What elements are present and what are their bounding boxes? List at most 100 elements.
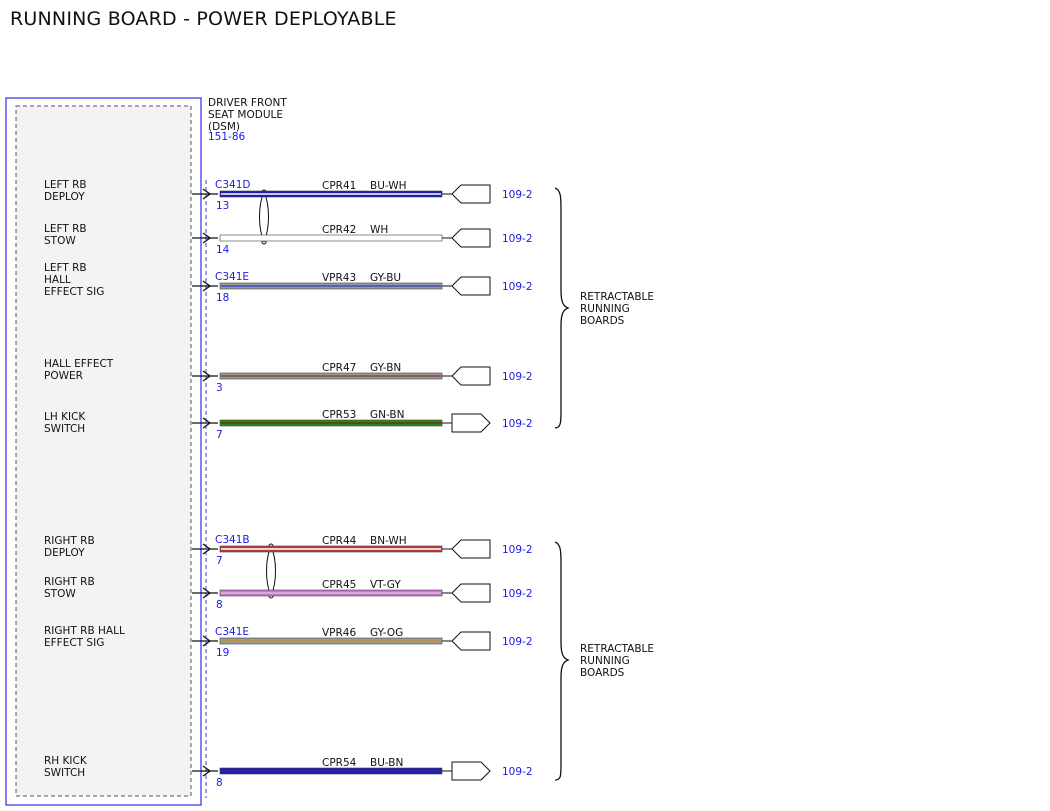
male-connector-icon <box>451 761 491 781</box>
pin-number: 8 <box>216 599 223 611</box>
wire-color-code: BU-BN <box>370 757 403 769</box>
circuit-function-label: DEPLOY <box>44 547 85 559</box>
group-label-line: RUNNING <box>580 655 630 667</box>
connector-label[interactable]: C341B <box>215 534 250 546</box>
wire-color-code: WH <box>370 224 388 236</box>
page-reference-link[interactable]: 109-2 <box>502 588 533 600</box>
pin-arrow-icon <box>202 543 212 555</box>
group-label-line: BOARDS <box>580 667 625 679</box>
female-connector-icon <box>451 539 491 559</box>
circuit-number: CPR42 <box>322 224 356 236</box>
module-name-line: DRIVER FRONT <box>208 97 287 109</box>
connector-label[interactable]: C341D <box>215 179 250 191</box>
female-connector-icon <box>451 366 491 386</box>
circuit-function-label: SWITCH <box>44 767 85 779</box>
pin-arrow-icon <box>202 280 212 292</box>
group-brace-left <box>554 187 570 429</box>
circuit-function-label: RIGHT RB HALL <box>44 625 125 637</box>
circuit-number: VPR43 <box>322 272 356 284</box>
circuit-number: CPR45 <box>322 579 356 591</box>
group-label: RETRACTABLE RUNNING BOARDS <box>580 291 657 327</box>
page-reference-link[interactable]: 109-2 <box>502 371 533 383</box>
female-connector-icon <box>451 184 491 204</box>
circuit-number: CPR53 <box>322 409 356 421</box>
module-inner-dashed-border <box>15 105 192 797</box>
circuit-function-label: EFFECT SIG <box>44 637 104 649</box>
pin-number: 19 <box>216 647 229 659</box>
group-label-line: RETRACTABLE <box>580 291 654 303</box>
pin-number: 3 <box>216 382 223 394</box>
circuit-number: CPR41 <box>322 180 356 192</box>
circuit-number: CPR47 <box>322 362 356 374</box>
circuit-function-label: RH KICK <box>44 755 88 767</box>
circuit-function-label: LEFT RB <box>44 223 87 235</box>
module-name-line: SEAT MODULE <box>208 109 283 121</box>
circuit-function-label: HALL <box>44 274 71 286</box>
circuit-function-label: DEPLOY <box>44 191 85 203</box>
pin-arrow-icon <box>202 232 212 244</box>
page-reference-link[interactable]: 109-2 <box>502 544 533 556</box>
circuit-function-label: LEFT RB <box>44 262 87 274</box>
female-connector-icon <box>451 583 491 603</box>
circuit-function-label: STOW <box>44 235 76 247</box>
circuit-function-label: POWER <box>44 370 83 382</box>
pin-number: 14 <box>216 244 230 256</box>
circuit-number: CPR54 <box>322 757 357 769</box>
pin-arrow-icon <box>202 417 212 429</box>
male-connector-icon <box>451 413 491 433</box>
circuit-function-label: SWITCH <box>44 423 85 435</box>
circuit-function-label: LEFT RB <box>44 179 87 191</box>
circuit-function-label: EFFECT SIG <box>44 286 104 298</box>
group-label-line: RUNNING <box>580 303 630 315</box>
group-brace-right <box>554 541 570 781</box>
group-label-line: RETRACTABLE <box>580 643 654 655</box>
circuit-function-label: LH KICK <box>44 411 86 423</box>
pin-arrow-icon <box>202 765 212 777</box>
page-reference-link[interactable]: 109-2 <box>502 189 533 201</box>
pin-number: 8 <box>216 777 223 789</box>
wire-color-code: BU-WH <box>370 180 407 192</box>
connector-label[interactable]: C341E <box>215 626 249 638</box>
group-label: RETRACTABLE RUNNING BOARDS <box>580 643 657 679</box>
page-reference-link[interactable]: 109-2 <box>502 233 533 245</box>
page-reference-link[interactable]: 109-2 <box>502 281 533 293</box>
pin-arrow-icon <box>202 587 212 599</box>
circuit-number: VPR46 <box>322 627 356 639</box>
module-name: DRIVER FRONT SEAT MODULE (DSM) <box>208 97 290 133</box>
wire-color-code: GY-BU <box>370 272 401 284</box>
pin-number: 7 <box>216 429 223 441</box>
pin-number: 13 <box>216 200 229 212</box>
circuit-number: CPR44 <box>322 535 357 547</box>
circuit-function-label: HALL EFFECT <box>44 358 114 370</box>
circuit-function-label: RIGHT RB <box>44 576 95 588</box>
female-connector-icon <box>451 276 491 296</box>
wire-color-code: GN-BN <box>370 409 404 421</box>
module-ref[interactable]: 151-86 <box>208 131 246 143</box>
page-title: RUNNING BOARD - POWER DEPLOYABLE <box>10 8 397 30</box>
wire-color-code: GY-OG <box>370 627 403 639</box>
page-reference-link[interactable]: 109-2 <box>502 766 533 778</box>
group-label-line: BOARDS <box>580 315 625 327</box>
wire-color-code: VT-GY <box>370 579 401 591</box>
pin-number: 7 <box>216 555 223 567</box>
circuit-function-label: STOW <box>44 588 76 600</box>
page-reference-link[interactable]: 109-2 <box>502 418 533 430</box>
connector-label[interactable]: C341E <box>215 271 249 283</box>
circuit-function-label: RIGHT RB <box>44 535 95 547</box>
wire-color-code: GY-BN <box>370 362 401 374</box>
pin-arrow-icon <box>202 188 212 200</box>
page-reference-link[interactable]: 109-2 <box>502 636 533 648</box>
wire-color-code: BN-WH <box>370 535 407 547</box>
pin-arrow-icon <box>202 635 212 647</box>
module-box <box>5 97 207 806</box>
